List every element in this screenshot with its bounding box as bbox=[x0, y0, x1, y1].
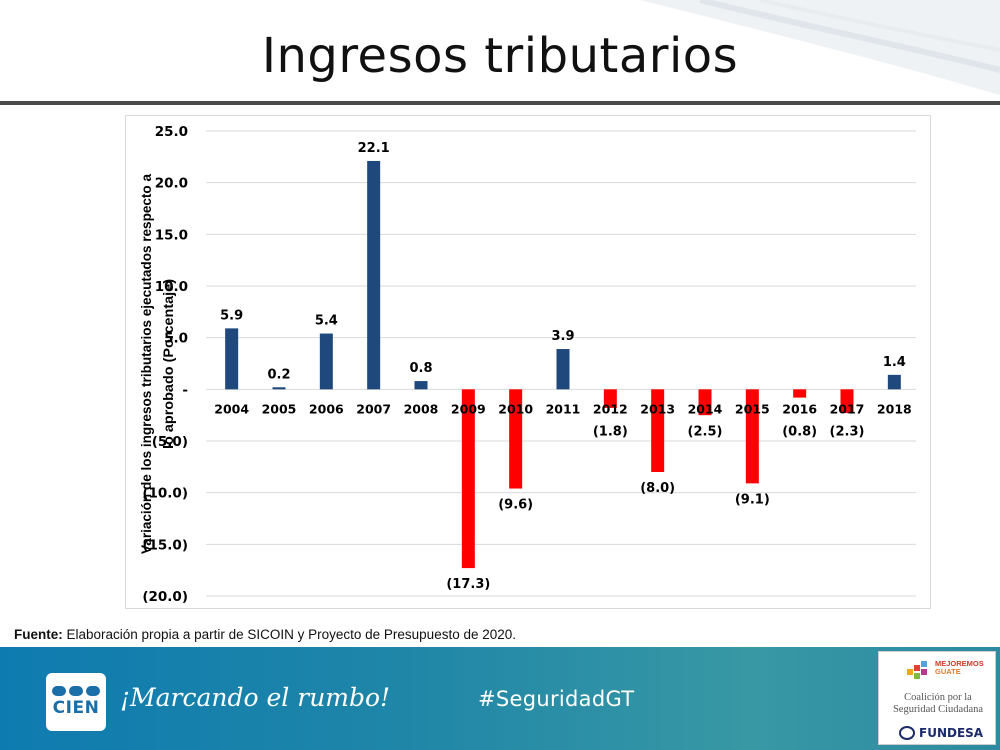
y-tick-label: - bbox=[182, 382, 188, 398]
data-label: (2.5) bbox=[688, 424, 723, 439]
slide-title: Ingresos tributarios bbox=[261, 28, 739, 84]
data-label: (2.3) bbox=[830, 424, 865, 439]
mejoremos-guate-icon bbox=[907, 661, 927, 679]
y-axis-title-line: Variación de los ingresos tributarios ej… bbox=[138, 174, 154, 554]
data-label: 3.9 bbox=[551, 329, 574, 344]
fundesa-logo: FUNDESA bbox=[899, 726, 983, 740]
x-tick-label: 2014 bbox=[688, 401, 723, 416]
data-label: 22.1 bbox=[358, 141, 390, 156]
cien-logo: CIEN bbox=[46, 673, 106, 731]
bar bbox=[225, 328, 239, 390]
bar bbox=[272, 387, 286, 390]
y-tick-label: 5.0 bbox=[164, 331, 188, 347]
data-label: (9.1) bbox=[735, 492, 770, 507]
x-tick-label: 2013 bbox=[640, 401, 675, 416]
bar bbox=[793, 389, 807, 398]
bar bbox=[603, 389, 617, 408]
y-tick-label: 20.0 bbox=[155, 176, 188, 192]
bar bbox=[651, 389, 665, 472]
source-note: Fuente: Elaboración propia a partir de S… bbox=[14, 627, 516, 642]
data-label: (9.6) bbox=[498, 498, 533, 513]
data-label: (0.8) bbox=[782, 424, 817, 439]
logo-text: CIEN bbox=[52, 698, 100, 718]
y-tick-label: 15.0 bbox=[155, 227, 188, 243]
bar bbox=[414, 381, 428, 390]
bar bbox=[556, 349, 570, 390]
bar bbox=[698, 389, 712, 416]
source-text: Elaboración propia a partir de SICOIN y … bbox=[62, 627, 517, 642]
y-tick-label: (10.0) bbox=[142, 486, 188, 502]
x-tick-label: 2009 bbox=[451, 401, 486, 416]
bar-chart: 25.0 20.0 15.0 10.0 5.0 - (5.0) (10.0) (15.0) (20… bbox=[138, 124, 916, 605]
coalition-text: Coalición por la Seguridad Ciudadana bbox=[892, 692, 984, 715]
x-tick-label: 2012 bbox=[593, 401, 628, 416]
bar bbox=[367, 160, 381, 390]
y-tick-label: (5.0) bbox=[152, 434, 188, 450]
x-tick-label: 2008 bbox=[404, 401, 439, 416]
slogan: ¡Marcando el rumbo! bbox=[120, 683, 391, 712]
bar bbox=[840, 389, 854, 414]
x-tick-label: 2011 bbox=[546, 401, 581, 416]
top-decoration bbox=[0, 0, 1000, 110]
data-label: 5.4 bbox=[315, 314, 338, 329]
bar bbox=[745, 389, 759, 484]
x-tick-label: 2006 bbox=[309, 401, 344, 416]
bar bbox=[887, 374, 901, 390]
fundesa-icon bbox=[899, 726, 915, 740]
chart-frame: 25.0 20.0 15.0 10.0 5.0 - (5.0) (10.0) (15.0) (20… bbox=[125, 115, 931, 609]
y-axis-title-line: lo aprobado (Porcentaje) bbox=[160, 279, 176, 449]
data-label: 0.2 bbox=[267, 367, 290, 382]
x-tick-label: 2005 bbox=[262, 401, 297, 416]
fundesa-text: FUNDESA bbox=[919, 726, 984, 740]
logo-dots-icon bbox=[52, 686, 100, 696]
bar bbox=[509, 389, 523, 489]
x-tick-label: 2016 bbox=[782, 401, 817, 416]
x-tick-label: 2007 bbox=[356, 401, 391, 416]
x-tick-label: 2010 bbox=[498, 401, 533, 416]
y-tick-label: (15.0) bbox=[142, 537, 188, 553]
data-label: 0.8 bbox=[409, 361, 432, 376]
footer-banner: CIEN ¡Marcando el rumbo! #SeguridadGT ME… bbox=[0, 647, 1000, 750]
source-label: Fuente: bbox=[14, 627, 63, 642]
data-label: (8.0) bbox=[640, 481, 675, 496]
x-tick-label: 2018 bbox=[877, 401, 912, 416]
hashtag: #SeguridadGT bbox=[478, 687, 635, 711]
bar bbox=[461, 389, 475, 569]
x-tick-label: 2004 bbox=[214, 401, 249, 416]
data-label: 5.9 bbox=[220, 308, 243, 323]
partner-logos: MEJOREMOS GUATE Coalición por la Segurid… bbox=[878, 651, 996, 745]
data-label: (1.8) bbox=[593, 424, 628, 439]
title-divider bbox=[0, 101, 1000, 105]
x-tick-label: 2017 bbox=[830, 401, 865, 416]
x-tick-label: 2015 bbox=[735, 401, 770, 416]
bar bbox=[319, 333, 333, 390]
mejoremos-guate-text: MEJOREMOS GUATE bbox=[935, 659, 984, 676]
data-label: (17.3) bbox=[446, 577, 490, 592]
y-tick-label: (20.0) bbox=[142, 589, 188, 605]
y-tick-label: 10.0 bbox=[155, 279, 188, 295]
y-tick-label: 25.0 bbox=[155, 124, 188, 140]
data-label: 1.4 bbox=[883, 355, 906, 370]
